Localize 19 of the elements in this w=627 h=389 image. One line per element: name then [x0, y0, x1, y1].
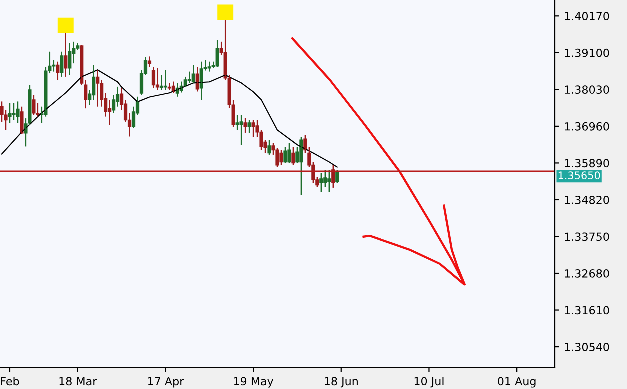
x-tick-label: 10 Jul	[414, 377, 444, 388]
y-tick-label: 1.38030	[565, 86, 610, 94]
x-tick-label: 17 Apr	[148, 377, 184, 388]
y-tick-label: 1.39100	[565, 48, 610, 58]
x-tick-label: 01 Aug	[498, 377, 536, 388]
x-tick-label: Feb	[1, 377, 20, 386]
x-tick-label: 19 May	[234, 377, 274, 388]
y-tick-label: 1.33750	[565, 232, 610, 242]
y-tick-label: 1.34820	[565, 196, 610, 204]
y-tick-label: 1.36960	[565, 122, 610, 131]
y-tick-label: 1.40170	[565, 12, 610, 21]
ref-line-label: 1.35650	[558, 172, 600, 180]
x-tick-label: 18 Jun	[325, 377, 358, 388]
y-tick-label: 1.30540	[565, 343, 610, 352]
y-tick-label: 1.32680	[565, 269, 610, 278]
y-tick-label: 1.31610	[565, 306, 610, 315]
y-tick-label: 1.35890	[565, 159, 610, 168]
line-series	[1, 70, 338, 168]
x-tick-label: 18 Mar	[60, 377, 98, 386]
